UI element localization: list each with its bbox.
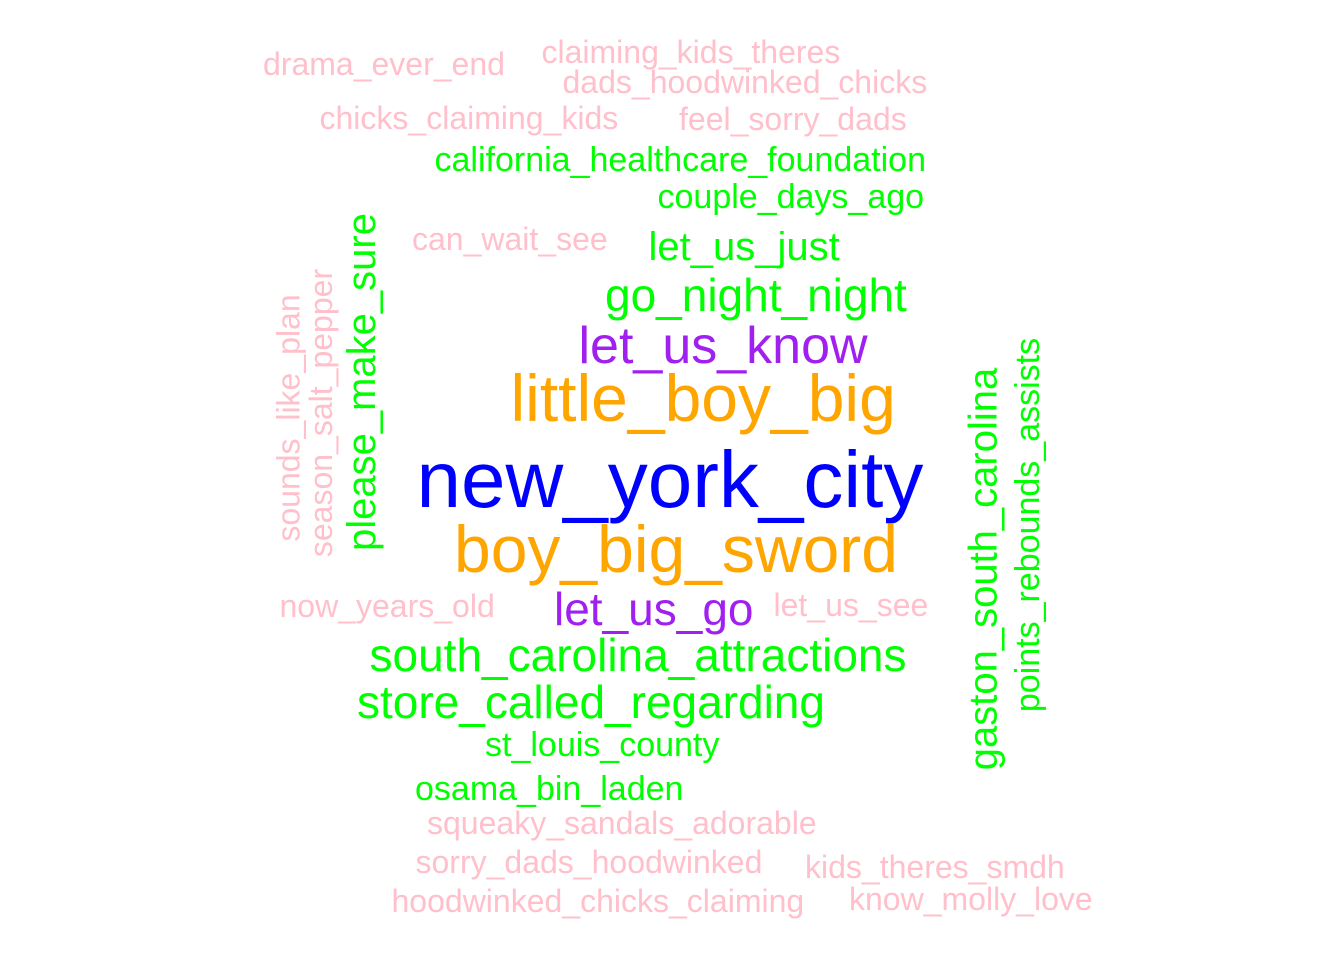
word-boy-big-sword: boy_big_sword: [454, 512, 898, 586]
word-little-boy-big: little_boy_big: [510, 361, 896, 435]
word-hoodwinked-chicks-claiming: hoodwinked_chicks_claiming: [391, 883, 805, 919]
word-let-us-know: let_us_know: [578, 317, 868, 375]
word-sounds-like-plan: sounds_like_plan: [270, 294, 307, 542]
word-gaston-south-carolina: gaston_south_carolina: [960, 367, 1005, 771]
word-sorry-dads-hoodwinked: sorry_dads_hoodwinked: [415, 844, 763, 880]
word-season-salt-pepper: season_salt_pepper: [303, 268, 340, 558]
word-now-years-old: now_years_old: [279, 588, 495, 624]
word-let-us-just: let_us_just: [648, 225, 840, 269]
word-couple-days-ago: couple_days_ago: [657, 178, 925, 216]
word-claiming-kids-theres: claiming_kids_theres: [541, 34, 841, 70]
word-points-rebounds-assists: points_rebounds_assists: [1009, 337, 1048, 713]
word-st-louis-county: st_louis_county: [485, 726, 720, 764]
word-store-called-regarding: store_called_regarding: [357, 676, 825, 728]
word-let-us-go: let_us_go: [554, 583, 754, 635]
word-drama-ever-end: drama_ever_end: [263, 46, 505, 82]
word-can-wait-see: can_wait_see: [412, 221, 608, 257]
word-go-night-night: go_night_night: [605, 269, 907, 321]
word-dads-hoodwinked-chicks: dads_hoodwinked_chicks: [562, 64, 928, 100]
word-new-york-city: new_york_city: [416, 435, 924, 524]
word-kids-theres-smdh: kids_theres_smdh: [805, 849, 1065, 885]
word-chicks-claiming-kids: chicks_claiming_kids: [319, 100, 619, 136]
word-let-us-see: let_us_see: [773, 587, 929, 623]
word-know-molly-love: know_molly_love: [849, 881, 1093, 917]
word-south-carolina-attractions: south_carolina_attractions: [369, 629, 907, 681]
word-please-make-sure: please_make_sure: [340, 213, 384, 551]
word-osama-bin-laden: osama_bin_laden: [415, 770, 684, 808]
word-feel-sorry-dads: feel_sorry_dads: [679, 101, 907, 137]
word-squeaky-sandals-adorable: squeaky_sandals_adorable: [427, 805, 817, 841]
word-california-healthcare-foundation: california_healthcare_foundation: [434, 141, 926, 179]
